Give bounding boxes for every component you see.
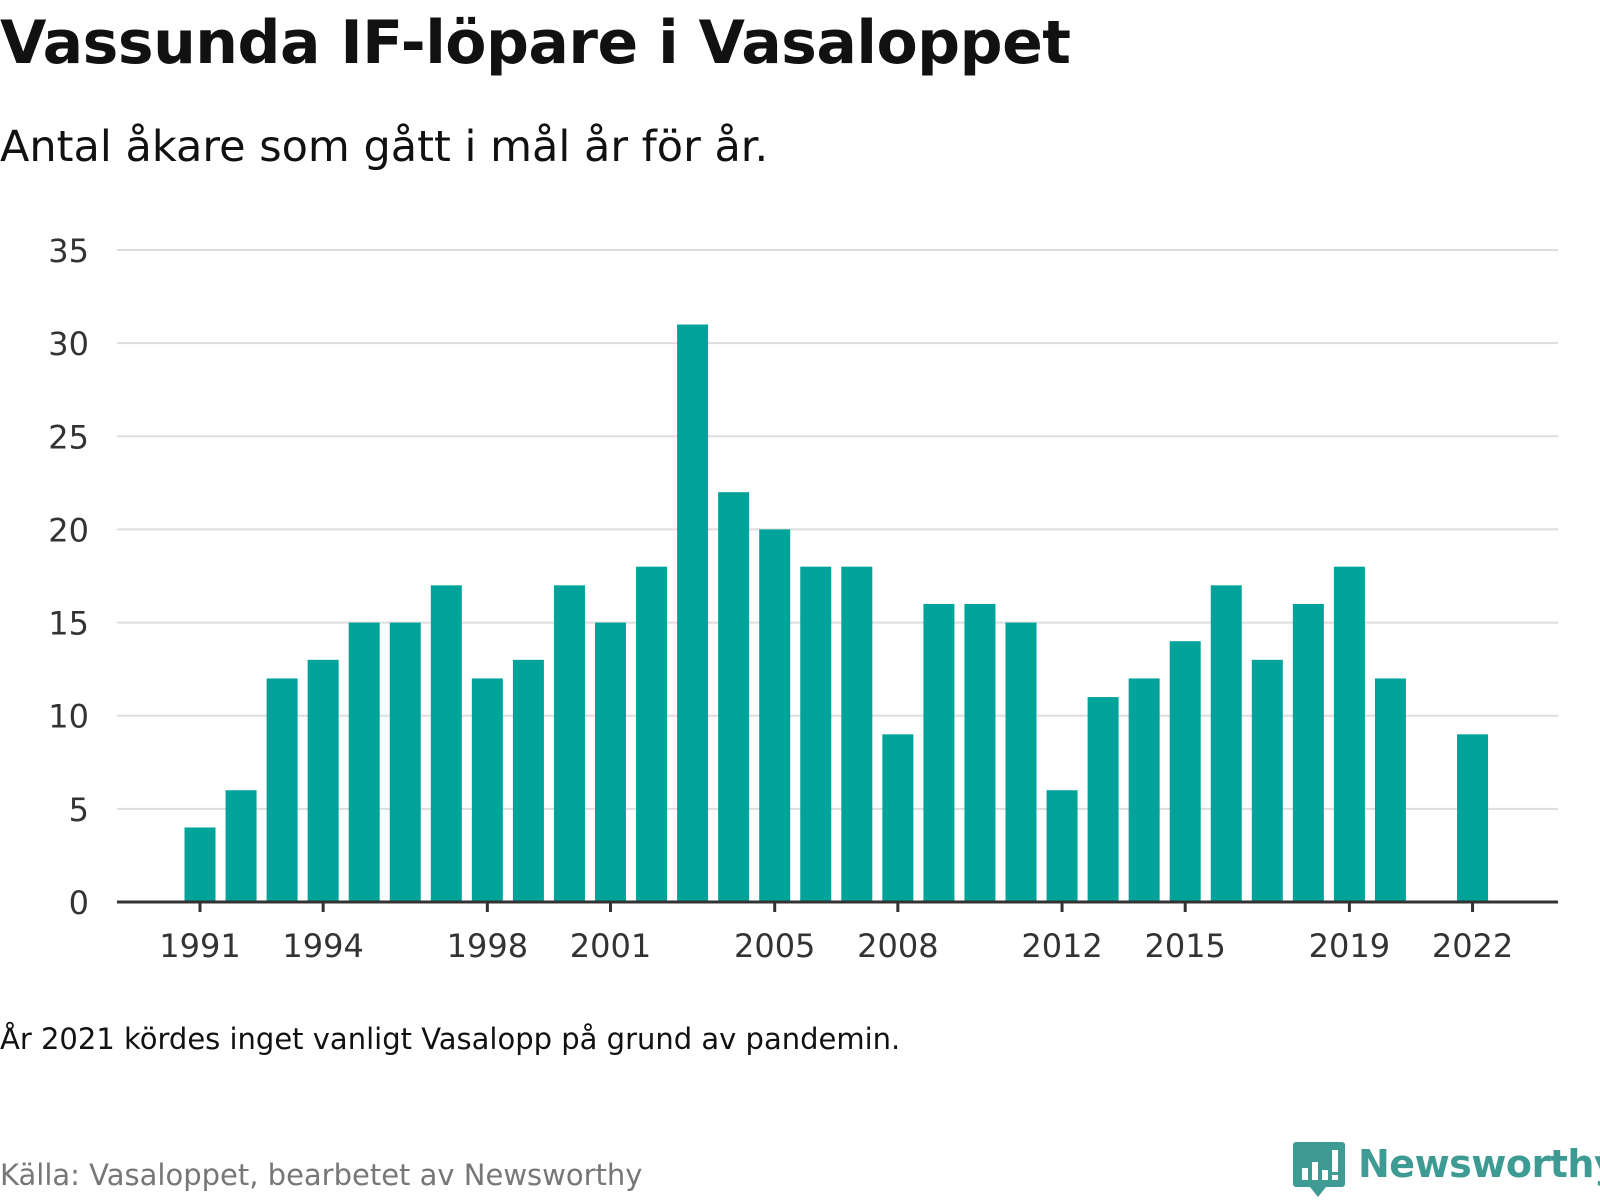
y-tick-label: 0 [69, 884, 89, 922]
bar [1046, 790, 1078, 902]
y-tick-label: 20 [48, 511, 89, 549]
bar-chart: 0 5 10 15 20 25 30 35 1991 1994 1998 2001 2005 2008 2… [48, 232, 1558, 965]
bar [266, 678, 298, 902]
bar [636, 566, 668, 902]
bar [471, 678, 503, 902]
bar [184, 827, 216, 902]
x-tick-label: 2015 [1144, 927, 1225, 965]
bar [1333, 566, 1365, 902]
x-tick-label: 2019 [1309, 927, 1390, 965]
bar [348, 622, 380, 902]
newsworthy-logo: Newsworthy [1292, 1140, 1600, 1200]
y-tick-label: 30 [48, 325, 89, 363]
y-tick-label: 5 [69, 791, 89, 829]
source-text: Källa: Vasaloppet, bearbetet av Newswort… [0, 1158, 643, 1192]
bar [964, 603, 996, 902]
chart-title: Vassunda IF-löpare i Vasaloppet [0, 8, 1071, 78]
bar [923, 603, 955, 902]
x-tick-label: 2012 [1021, 927, 1102, 965]
bar [841, 566, 873, 902]
newsworthy-logo-icon [1293, 1142, 1345, 1197]
y-tick-label: 15 [48, 605, 89, 643]
y-tick-label: 25 [48, 418, 89, 456]
bar [595, 622, 626, 902]
bar [1292, 603, 1324, 902]
bars [184, 324, 1489, 902]
bar [1128, 678, 1160, 902]
y-tick-label: 35 [48, 232, 89, 270]
bar [677, 324, 709, 902]
bar [1210, 585, 1242, 902]
bar [1005, 622, 1037, 902]
bar [553, 585, 585, 902]
bar [882, 734, 914, 902]
bar [1251, 659, 1283, 902]
x-tick-label: 2001 [570, 927, 651, 965]
x-axis [117, 900, 1558, 912]
bar [512, 659, 544, 902]
x-tick-label: 2022 [1432, 927, 1513, 965]
bar [1169, 641, 1201, 902]
x-tick-label: 1991 [159, 927, 240, 965]
bar [800, 566, 832, 902]
chart-subtitle: Antal åkare som gått i mål år för år. [0, 122, 769, 172]
x-tick-label: 1998 [447, 927, 528, 965]
bar [759, 529, 791, 902]
bar [1087, 697, 1119, 902]
bar [1374, 678, 1406, 902]
bar [389, 622, 421, 902]
x-axis-labels: 1991 1994 1998 2001 2005 2008 2012 2015 2019 2022 [159, 927, 1513, 965]
brand-name: Newsworthy [1358, 1142, 1600, 1186]
bar [225, 790, 257, 902]
bar [430, 585, 462, 902]
bar [1457, 734, 1489, 902]
x-tick-label: 2008 [857, 927, 938, 965]
bar [718, 492, 750, 902]
y-axis-labels: 0 5 10 15 20 25 30 35 [48, 232, 89, 922]
chart-note: År 2021 kördes inget vanligt Vasalopp på… [0, 1022, 901, 1056]
y-tick-label: 10 [48, 698, 89, 736]
x-tick-label: 1994 [282, 927, 363, 965]
bar [307, 659, 339, 902]
x-tick-label: 2005 [734, 927, 815, 965]
